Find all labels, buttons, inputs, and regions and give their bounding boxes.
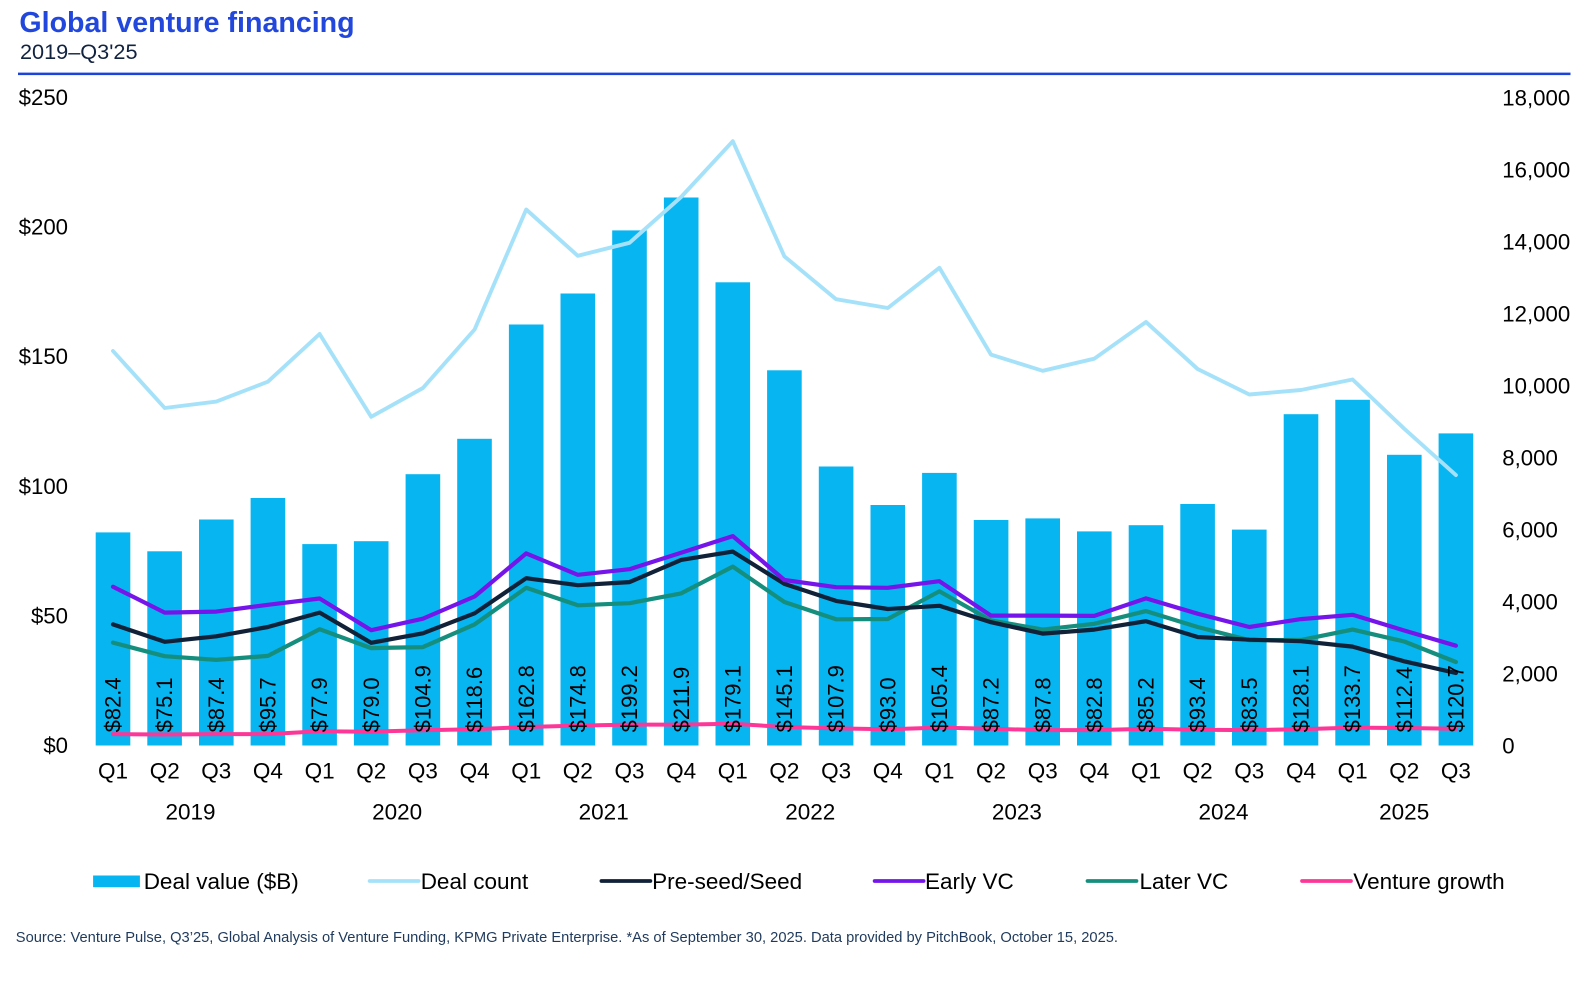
svg-text:14,000: 14,000	[1502, 230, 1570, 255]
svg-text:$87.8: $87.8	[1030, 677, 1055, 732]
svg-text:$145.1: $145.1	[772, 665, 797, 732]
svg-text:2024: 2024	[1198, 800, 1248, 825]
svg-text:Q4: Q4	[1079, 758, 1109, 783]
svg-text:Q2: Q2	[769, 758, 799, 783]
svg-text:Q4: Q4	[666, 758, 696, 783]
svg-text:$174.8: $174.8	[565, 665, 590, 732]
svg-text:$77.9: $77.9	[307, 677, 332, 732]
svg-text:$93.0: $93.0	[875, 677, 900, 732]
svg-text:Q3: Q3	[408, 758, 438, 783]
svg-text:$162.8: $162.8	[514, 665, 539, 732]
svg-text:$75.1: $75.1	[152, 677, 177, 732]
svg-text:$93.4: $93.4	[1185, 677, 1210, 732]
svg-text:$83.5: $83.5	[1237, 677, 1262, 732]
svg-text:Q3: Q3	[614, 758, 644, 783]
svg-text:Q3: Q3	[821, 758, 851, 783]
svg-text:2023: 2023	[992, 800, 1042, 825]
svg-text:Q2: Q2	[356, 758, 386, 783]
svg-text:Q4: Q4	[460, 758, 490, 783]
svg-text:$133.7: $133.7	[1340, 665, 1365, 732]
svg-text:Q3: Q3	[201, 758, 231, 783]
svg-text:8,000: 8,000	[1502, 446, 1558, 471]
svg-text:Q2: Q2	[976, 758, 1006, 783]
svg-text:2021: 2021	[579, 800, 629, 825]
svg-text:$200: $200	[19, 215, 68, 240]
svg-text:Pre-seed/Seed: Pre-seed/Seed	[652, 869, 802, 894]
svg-text:$199.2: $199.2	[617, 665, 642, 732]
svg-text:2020: 2020	[372, 800, 422, 825]
svg-text:$105.4: $105.4	[927, 665, 952, 732]
svg-text:Q2: Q2	[150, 758, 180, 783]
svg-text:Q2: Q2	[563, 758, 593, 783]
svg-text:Q3: Q3	[1028, 758, 1058, 783]
svg-text:2,000: 2,000	[1502, 662, 1558, 687]
svg-text:2022: 2022	[785, 800, 835, 825]
svg-text:$112.4: $112.4	[1392, 667, 1417, 733]
svg-text:Source: Venture Pulse, Q3’25,: Source: Venture Pulse, Q3’25, Global Ana…	[16, 930, 1118, 946]
svg-text:Q1: Q1	[98, 758, 128, 783]
svg-text:$128.1: $128.1	[1289, 665, 1314, 732]
svg-text:$82.4: $82.4	[101, 677, 126, 732]
svg-text:$87.4: $87.4	[204, 677, 229, 732]
svg-text:$211.9: $211.9	[669, 667, 694, 733]
svg-text:Q2: Q2	[1389, 758, 1419, 783]
svg-text:10,000: 10,000	[1502, 374, 1570, 399]
svg-text:Global venture financing: Global venture financing	[19, 7, 354, 39]
svg-text:Q1: Q1	[718, 758, 748, 783]
svg-text:Q1: Q1	[924, 758, 954, 783]
svg-text:$85.2: $85.2	[1134, 677, 1159, 732]
svg-text:2025: 2025	[1379, 800, 1429, 825]
svg-text:Q1: Q1	[1131, 758, 1161, 783]
svg-text:Q1: Q1	[511, 758, 541, 783]
svg-text:$87.2: $87.2	[979, 677, 1004, 732]
svg-text:$150: $150	[19, 344, 68, 369]
svg-text:Deal count: Deal count	[421, 869, 529, 894]
svg-text:$179.1: $179.1	[720, 665, 745, 732]
svg-text:0: 0	[1502, 734, 1514, 759]
svg-text:Q1: Q1	[305, 758, 335, 783]
svg-text:Q1: Q1	[1338, 758, 1368, 783]
svg-text:Later VC: Later VC	[1140, 869, 1229, 894]
svg-text:$250: $250	[19, 85, 68, 110]
svg-text:$107.9: $107.9	[824, 665, 849, 732]
svg-text:$104.9: $104.9	[411, 665, 436, 732]
svg-text:2019: 2019	[165, 800, 215, 825]
svg-text:$95.7: $95.7	[256, 677, 281, 732]
svg-text:$50: $50	[31, 603, 68, 628]
svg-text:6,000: 6,000	[1502, 518, 1558, 543]
svg-text:2019–Q3'25: 2019–Q3'25	[20, 39, 138, 64]
svg-text:Q3: Q3	[1234, 758, 1264, 783]
svg-text:Q4: Q4	[253, 758, 283, 783]
svg-text:Q2: Q2	[1183, 758, 1213, 783]
svg-text:Early VC: Early VC	[925, 869, 1014, 894]
svg-text:Venture growth: Venture growth	[1353, 869, 1504, 894]
svg-text:Q3: Q3	[1441, 758, 1471, 783]
svg-text:$82.8: $82.8	[1082, 677, 1107, 732]
svg-text:$0: $0	[43, 733, 68, 758]
svg-text:16,000: 16,000	[1502, 158, 1570, 183]
svg-text:$120.7: $120.7	[1444, 665, 1469, 732]
svg-text:$118.6: $118.6	[462, 667, 487, 733]
svg-text:$79.0: $79.0	[359, 677, 384, 732]
svg-text:18,000: 18,000	[1502, 86, 1570, 111]
svg-text:4,000: 4,000	[1502, 590, 1558, 615]
svg-text:$100: $100	[19, 474, 68, 499]
svg-text:Q4: Q4	[873, 758, 903, 783]
svg-text:Q4: Q4	[1286, 758, 1316, 783]
svg-text:Deal value ($B): Deal value ($B)	[144, 869, 299, 894]
svg-text:12,000: 12,000	[1502, 302, 1570, 327]
